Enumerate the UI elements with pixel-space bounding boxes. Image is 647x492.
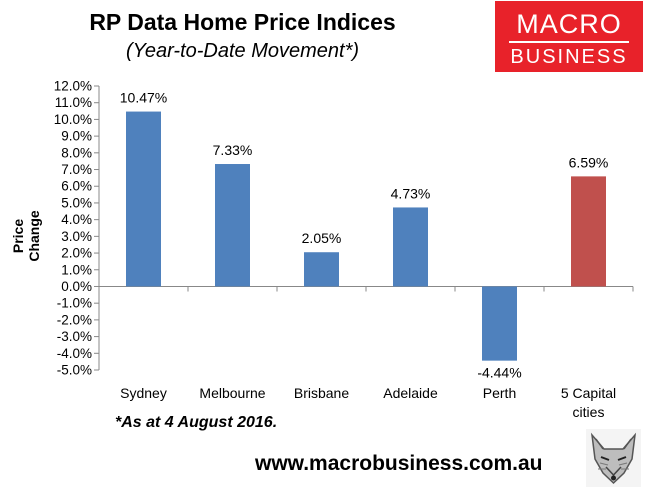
- y-tick-label: 5.0%: [61, 195, 92, 210]
- data-label: 4.73%: [391, 185, 431, 201]
- x-tick-label: Sydney: [120, 385, 167, 401]
- y-tick-label: -4.0%: [57, 346, 92, 361]
- chart-title: RP Data Home Price Indices: [89, 9, 396, 35]
- y-tick-label: 3.0%: [61, 229, 92, 244]
- y-tick-label: -1.0%: [57, 296, 92, 311]
- fox-head-icon: [586, 429, 641, 487]
- logo-line2: BUSINESS: [510, 46, 628, 68]
- y-tick-label: 12.0%: [54, 79, 92, 94]
- bar-adelaide: [393, 207, 428, 287]
- x-tick-label: Melbourne: [199, 385, 265, 401]
- y-tick-label: 11.0%: [55, 95, 92, 110]
- bar-brisbane: [304, 252, 339, 287]
- logo-line1: MACRO: [516, 9, 622, 39]
- y-tick-label: 7.0%: [61, 162, 92, 177]
- data-label: -4.44%: [477, 365, 521, 381]
- y-tick-label: 4.0%: [61, 212, 92, 227]
- website-url: www.macrobusiness.com.au: [255, 452, 543, 475]
- x-tick-label: 5 Capital: [561, 385, 616, 401]
- data-label: 7.33%: [213, 142, 253, 158]
- bar-perth: [482, 286, 517, 361]
- y-tick-label: 10.0%: [54, 112, 92, 127]
- data-label: 2.05%: [302, 230, 342, 246]
- date-note: *As at 4 August 2016.: [115, 414, 278, 431]
- bar-5-capital-cities: [571, 176, 606, 287]
- y-tick-label: 1.0%: [61, 262, 92, 277]
- x-tick-label: cities: [573, 404, 605, 420]
- chart-subtitle: (Year-to-Date Movement*): [125, 40, 360, 62]
- y-tick-label: -5.0%: [57, 363, 92, 378]
- y-tick-label: 8.0%: [61, 145, 92, 160]
- bar-sydney: [126, 111, 161, 287]
- data-label: 10.47%: [120, 90, 167, 106]
- logo-divider: [509, 41, 629, 43]
- x-tick-label: Brisbane: [294, 385, 349, 401]
- y-tick-label: -2.0%: [57, 312, 92, 327]
- bar-melbourne: [215, 164, 250, 287]
- x-tick-label: Adelaide: [383, 385, 438, 401]
- x-tick-label: Perth: [483, 385, 516, 401]
- macrobusiness-logo: MACRO BUSINESS: [495, 1, 643, 72]
- y-tick-label: 9.0%: [61, 129, 92, 144]
- y-tick-label: 6.0%: [61, 179, 92, 194]
- data-label: 6.59%: [569, 154, 609, 170]
- y-tick-label: 2.0%: [61, 246, 92, 261]
- y-tick-label: -3.0%: [57, 329, 92, 344]
- y-tick-label: 0.0%: [61, 279, 92, 294]
